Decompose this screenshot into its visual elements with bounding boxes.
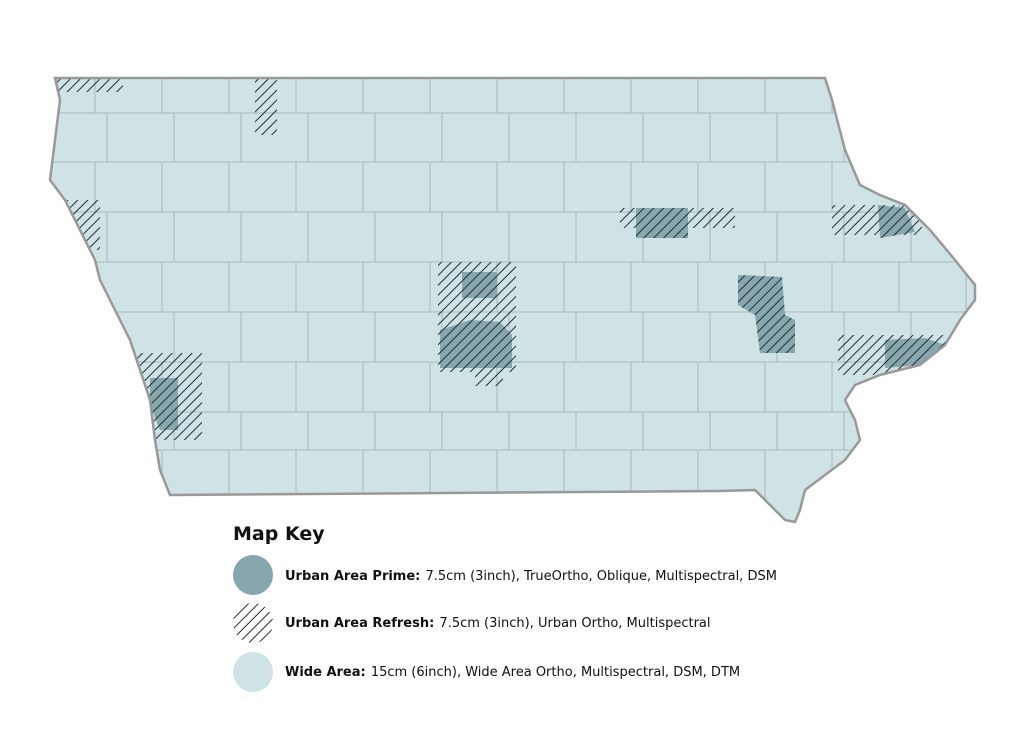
- refresh-area: [55, 78, 123, 92]
- legend-label: Urban Area Prime:: [285, 569, 420, 584]
- legend-swatch-prime: [233, 555, 273, 595]
- refresh-area: [65, 200, 100, 250]
- refresh-area: [255, 78, 277, 135]
- legend-label: Urban Area Refresh:: [285, 616, 434, 631]
- map-legend: Map Key Urban Area Prime: 7.5cm (3inch),…: [233, 523, 777, 692]
- legend-swatch-refresh: [233, 603, 273, 643]
- legend-item: Wide Area: 15cm (6inch), Wide Area Ortho…: [285, 661, 740, 680]
- prime-hatch: [150, 205, 945, 430]
- legend-description: 7.5cm (3inch), TrueOrtho, Oblique, Multi…: [425, 569, 776, 584]
- legend-swatch-wide: [233, 652, 273, 692]
- legend-label: Wide Area:: [285, 665, 366, 680]
- state-border: [48, 76, 977, 524]
- refresh-area: [475, 370, 503, 386]
- legend-title: Map Key: [233, 523, 325, 545]
- legend-description: 7.5cm (3inch), Urban Ortho, Multispectra…: [439, 616, 710, 631]
- legend-item: Urban Area Refresh: 7.5cm (3inch), Urban…: [285, 612, 711, 631]
- legend-item: Urban Area Prime: 7.5cm (3inch), TrueOrt…: [285, 565, 777, 584]
- legend-description: 15cm (6inch), Wide Area Ortho, Multispec…: [371, 665, 740, 680]
